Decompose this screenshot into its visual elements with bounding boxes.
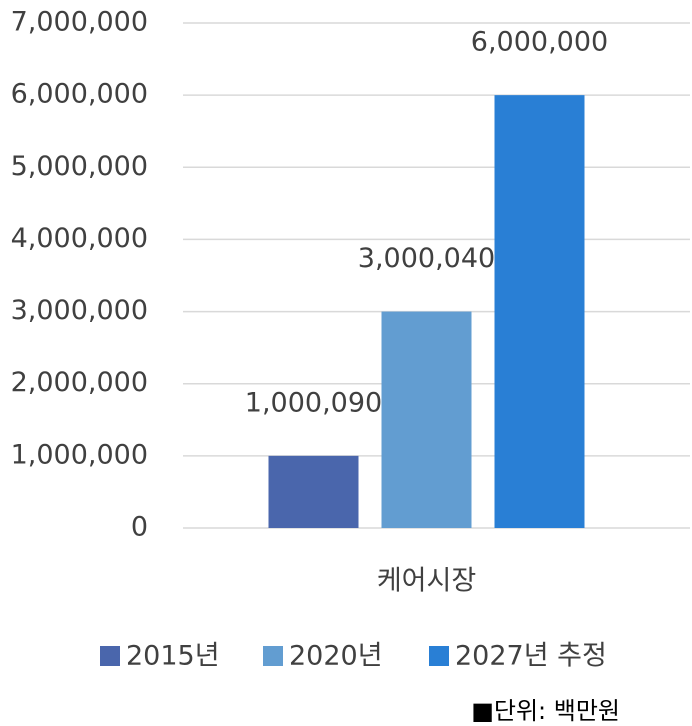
bar <box>381 311 472 528</box>
y-tick-label: 2,000,000 <box>11 367 148 398</box>
x-tick-label: 케어시장 <box>377 566 476 597</box>
y-tick-label: 4,000,000 <box>11 223 148 254</box>
data-label: 6,000,000 <box>471 27 608 58</box>
legend-swatch <box>100 646 120 666</box>
bar <box>268 455 359 528</box>
y-tick-label: 3,000,000 <box>11 295 148 326</box>
data-label: 1,000,090 <box>245 387 382 418</box>
y-tick-label: 5,000,000 <box>11 151 148 182</box>
y-tick-label: 6,000,000 <box>11 79 148 110</box>
data-label: 3,000,040 <box>358 243 495 274</box>
y-tick-label: 0 <box>131 512 148 543</box>
bar <box>494 95 585 529</box>
legend-label: 2027년 추정 <box>455 641 607 672</box>
y-tick-label: 1,000,000 <box>11 439 148 470</box>
unit-note: ■단위: 백만원 <box>471 697 620 725</box>
legend-swatch <box>263 646 283 666</box>
legend-swatch <box>429 646 449 666</box>
legend-label: 2015년 <box>126 641 220 672</box>
legend-label: 2020년 <box>289 641 383 672</box>
y-tick-label: 7,000,000 <box>11 7 148 38</box>
